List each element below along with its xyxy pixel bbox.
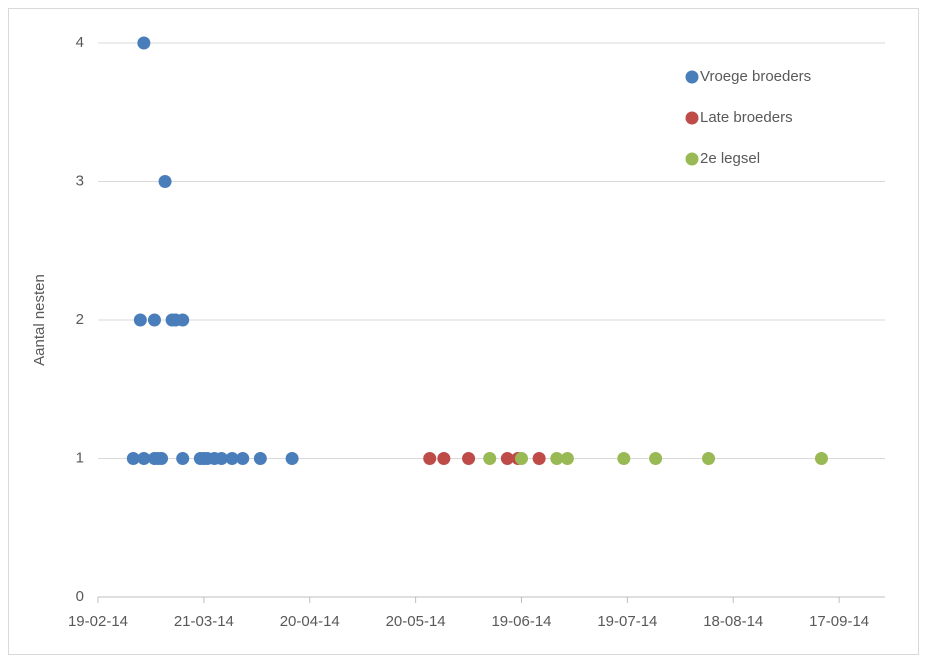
y-axis-label: Aantal nesten (31, 274, 48, 366)
point (814, 452, 828, 465)
y-tick-label: 1 (76, 449, 84, 466)
y-tick-label: 4 (76, 34, 84, 51)
point (560, 452, 574, 465)
x-tick-label: 20-04-14 (280, 613, 340, 630)
point (147, 313, 161, 327)
point (483, 452, 497, 465)
point (253, 452, 267, 465)
point (500, 452, 514, 465)
legend-marker (685, 111, 699, 125)
legend-marker (685, 152, 699, 166)
point (126, 452, 140, 465)
point (550, 452, 564, 465)
point (532, 452, 546, 465)
legend-marker (685, 70, 699, 84)
point (514, 452, 528, 465)
x-tick-label: 19-07-14 (597, 613, 657, 630)
point (225, 452, 239, 465)
point (236, 452, 250, 465)
x-tick-label: 17-09-14 (809, 613, 869, 630)
x-tick-label: 20-05-14 (386, 613, 446, 630)
point (176, 452, 190, 465)
point (437, 452, 451, 465)
point (649, 452, 663, 465)
point (215, 452, 229, 465)
point (423, 452, 437, 465)
x-tick-label: 21-03-14 (174, 613, 234, 630)
point (462, 452, 476, 465)
point (176, 313, 190, 327)
point (155, 452, 169, 465)
legend-label: 2e legsel (700, 150, 760, 167)
point (137, 452, 151, 465)
point (137, 36, 151, 50)
y-tick-label: 0 (76, 588, 84, 605)
x-tick-label: 18-08-14 (703, 613, 763, 630)
x-tick-label: 19-02-14 (68, 613, 128, 630)
point (702, 452, 716, 465)
y-tick-label: 2 (76, 311, 84, 328)
point (158, 175, 172, 188)
point (285, 452, 299, 465)
chart-frame (8, 8, 919, 655)
legend-label: Vroege broeders (700, 68, 811, 85)
x-tick-label: 19-06-14 (491, 613, 551, 630)
point (617, 452, 631, 465)
y-tick-label: 3 (76, 172, 84, 189)
point (133, 313, 147, 327)
legend-label: Late broeders (700, 109, 793, 126)
